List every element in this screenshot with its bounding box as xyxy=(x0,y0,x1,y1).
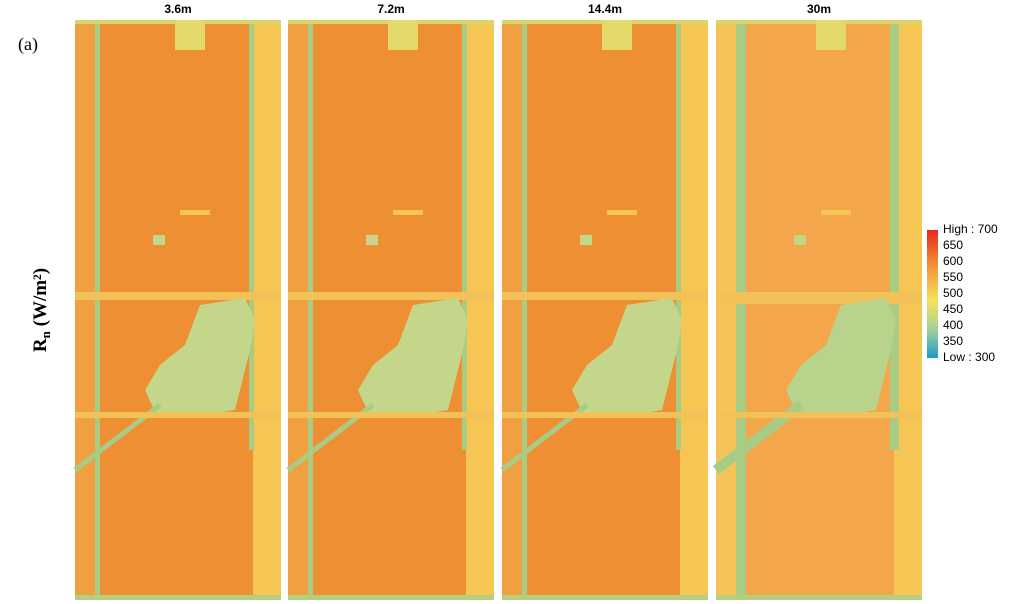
road xyxy=(502,292,708,300)
vegetation xyxy=(358,298,468,415)
legend-label: Low : 300 xyxy=(943,350,995,364)
edge-strip xyxy=(680,20,708,600)
road xyxy=(890,20,899,450)
road xyxy=(676,20,681,450)
road xyxy=(249,20,254,450)
panel-title: 7.2m xyxy=(377,2,404,16)
legend-label: 550 xyxy=(943,270,963,284)
road xyxy=(462,20,467,450)
legend-label: High : 700 xyxy=(943,222,998,236)
vegetation xyxy=(786,298,896,415)
road xyxy=(736,20,746,600)
edge-strip xyxy=(253,20,281,600)
panel-title: 30m xyxy=(807,2,831,16)
y-label-unit: (W/m²) xyxy=(30,268,51,331)
patch xyxy=(393,210,423,215)
panel-title: 14.4m xyxy=(588,2,622,16)
legend-label: 350 xyxy=(943,334,963,348)
patch xyxy=(821,210,851,215)
road xyxy=(288,292,494,300)
road xyxy=(75,292,281,300)
road xyxy=(288,412,494,418)
edge-strip xyxy=(75,20,95,600)
panel-title: 3.6m xyxy=(164,2,191,16)
patch xyxy=(180,210,210,215)
notch xyxy=(388,20,418,50)
patch xyxy=(580,235,592,245)
notch xyxy=(602,20,632,50)
map-panel xyxy=(500,20,708,600)
road xyxy=(288,595,494,600)
colorbar xyxy=(927,230,938,358)
y-label: Rn (W/m²) xyxy=(30,268,53,352)
road xyxy=(522,20,527,600)
patch xyxy=(607,210,637,215)
edge-strip xyxy=(716,20,736,600)
vegetation xyxy=(145,298,255,415)
legend-label: 450 xyxy=(943,302,963,316)
patch xyxy=(153,235,165,245)
legend-label: 400 xyxy=(943,318,963,332)
road xyxy=(716,595,922,600)
legend-label: 600 xyxy=(943,254,963,268)
patch xyxy=(794,235,806,245)
figure-label: (a) xyxy=(18,34,38,55)
road xyxy=(502,595,708,600)
road xyxy=(95,20,100,600)
legend-label: 650 xyxy=(943,238,963,252)
notch xyxy=(175,20,205,50)
road xyxy=(75,595,281,600)
road xyxy=(308,20,313,600)
notch xyxy=(816,20,846,50)
road xyxy=(75,412,281,418)
road xyxy=(502,412,708,418)
legend-label: 500 xyxy=(943,286,963,300)
vegetation xyxy=(572,298,682,415)
y-label-sub: n xyxy=(38,330,53,338)
edge-strip xyxy=(502,20,522,600)
y-label-main: R xyxy=(30,338,51,352)
edge-strip xyxy=(466,20,494,600)
road xyxy=(716,292,922,304)
road xyxy=(716,412,922,418)
edge-strip xyxy=(288,20,308,600)
map-panel xyxy=(73,20,281,600)
map-panel xyxy=(712,20,922,600)
patch xyxy=(366,235,378,245)
map-panel xyxy=(286,20,494,600)
